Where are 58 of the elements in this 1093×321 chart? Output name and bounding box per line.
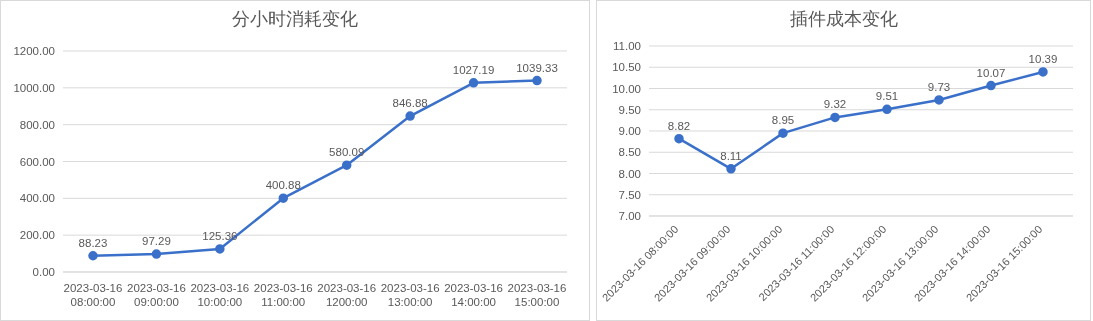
data-label: 1039.33 xyxy=(516,61,558,74)
point xyxy=(341,160,352,170)
point xyxy=(882,104,892,115)
chart-title: 分小时消耗变化 xyxy=(231,8,359,31)
data-label: 88.23 xyxy=(78,236,108,249)
y-tick-label: 1200.00 xyxy=(13,45,55,58)
data-label: 125.36 xyxy=(202,229,238,242)
y-tick-label: 400.00 xyxy=(19,192,55,205)
point xyxy=(151,249,162,259)
x-tick-label: 2023-03-16 13:00:00 xyxy=(380,282,440,308)
point xyxy=(88,251,98,261)
x-tick-label: 2023-03-16 09:00:00 xyxy=(127,282,186,308)
y-tick-label: 10.00 xyxy=(612,82,641,95)
x-tick-label: 2023-03-16 08:00:00 xyxy=(63,282,123,308)
x-tick-label: 2023-03-16 1200:00 xyxy=(317,282,377,308)
data-label: 8.82 xyxy=(667,119,691,132)
data-label: 97.29 xyxy=(142,235,171,248)
data-label: 9.73 xyxy=(927,80,951,93)
y-tick-label: 9.50 xyxy=(618,103,641,116)
data-label: 580.09 xyxy=(329,146,365,159)
point xyxy=(830,112,840,123)
point xyxy=(215,244,225,254)
chart-title: 插件成本变化 xyxy=(788,8,899,31)
x-tick-label: 2023-03-16 14:00:00 xyxy=(444,282,503,308)
data-label: 10.07 xyxy=(976,66,1006,79)
point xyxy=(405,111,415,121)
y-tick-label: 200.00 xyxy=(19,229,55,242)
y-tick-label: 800.00 xyxy=(19,118,55,131)
point xyxy=(986,80,996,91)
y-tick-label: 7.50 xyxy=(618,188,641,201)
y-tick-label: 1000.00 xyxy=(13,81,55,94)
x-tick-label: 2023-03-16 15:00:00 xyxy=(507,282,567,308)
y-tick-label: 8.50 xyxy=(618,146,641,159)
point xyxy=(674,133,684,144)
point xyxy=(532,75,542,86)
x-tick-label: 2023-03-16 10:00:00 xyxy=(190,282,250,308)
data-label: 10.39 xyxy=(1028,52,1058,65)
data-label: 9.51 xyxy=(875,90,899,103)
data-label: 8.95 xyxy=(771,114,795,127)
y-tick-label: 11.00 xyxy=(613,40,641,53)
y-tick-label: 9.00 xyxy=(618,125,641,138)
y-tick-label: 600.00 xyxy=(19,155,55,168)
point xyxy=(278,193,289,203)
y-tick-label: 0.00 xyxy=(32,266,55,279)
point xyxy=(468,78,479,88)
data-label: 9.32 xyxy=(823,98,847,111)
point xyxy=(934,95,944,105)
x-tick-label: 2023-03-16 11:00:00 xyxy=(253,282,313,308)
data-label: 8.11 xyxy=(720,149,742,162)
y-tick-label: 8.00 xyxy=(618,167,641,180)
y-tick-label: 10.50 xyxy=(612,61,641,74)
point xyxy=(726,164,736,174)
y-tick-label: 7.00 xyxy=(618,210,641,223)
data-label: 846.88 xyxy=(392,97,428,110)
point xyxy=(778,128,788,138)
data-label: 400.88 xyxy=(265,179,301,192)
point xyxy=(1038,67,1048,77)
data-label: 1027.19 xyxy=(452,63,495,76)
